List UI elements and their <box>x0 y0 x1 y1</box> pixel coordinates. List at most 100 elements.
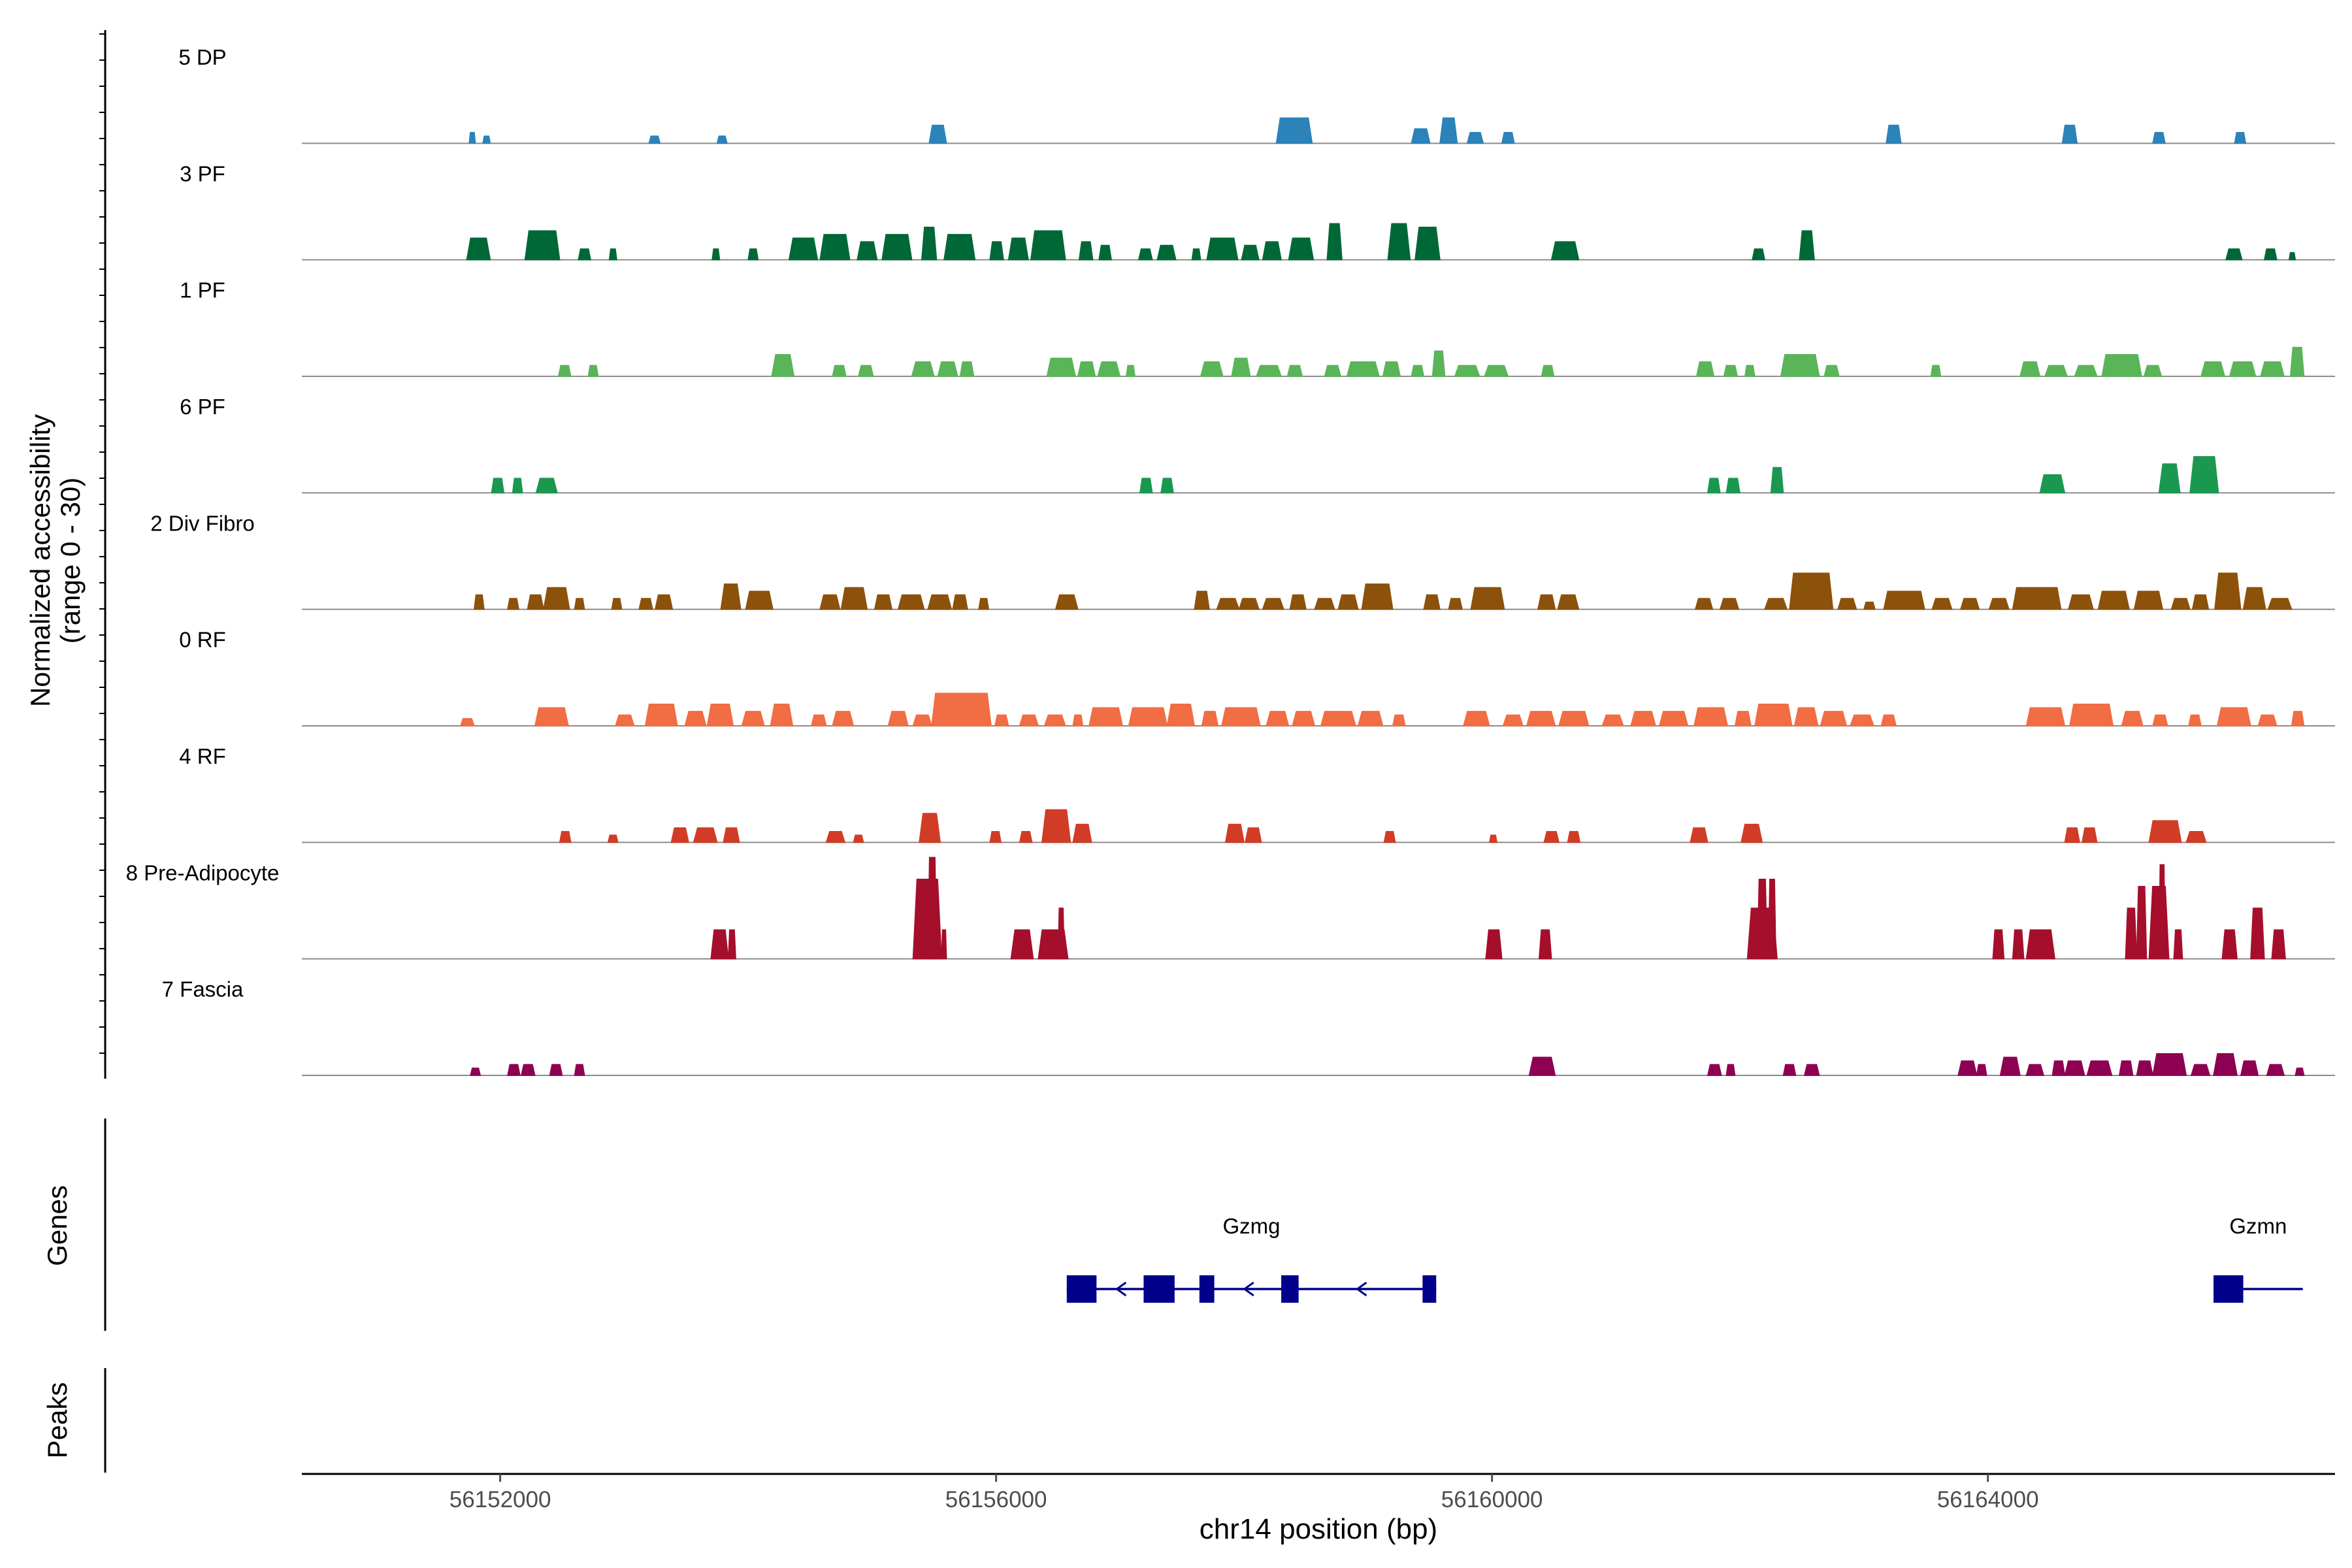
coverage-peak <box>2260 361 2285 377</box>
coverage-peak <box>2263 248 2278 261</box>
exon <box>1199 1275 1215 1303</box>
coverage-peak <box>857 241 878 261</box>
coverage-peak <box>2025 707 2066 727</box>
coverage-peak <box>1010 929 1034 960</box>
x-tick-label: 56160000 <box>1441 1487 1543 1512</box>
coverage-peak <box>482 135 491 144</box>
coverage-peak <box>574 1064 585 1076</box>
coverage-peak <box>2136 886 2148 960</box>
coverage-peak <box>1191 248 1201 261</box>
coverage-peak <box>840 587 868 610</box>
coverage-peak <box>1324 365 1342 377</box>
coverage-peak <box>832 365 847 377</box>
coverage-peak <box>2025 929 2056 960</box>
coverage-peak <box>1999 1056 2021 1076</box>
coverage-peak <box>1041 809 1071 843</box>
coverage-peak <box>994 714 1009 727</box>
coverage-peak <box>1886 124 1902 144</box>
coverage-peak <box>1992 929 2005 960</box>
coverage-peak <box>1383 830 1396 843</box>
coverage-peak <box>1156 244 1177 261</box>
coverage-peak <box>2148 820 2182 843</box>
coverage-peak <box>654 594 674 610</box>
coverage-peak <box>937 361 958 377</box>
coverage-peak <box>1567 830 1581 843</box>
coverage-peak <box>1216 598 1240 610</box>
gene-gzmn: Gzmn <box>2213 1214 2303 1303</box>
coverage-peak <box>1528 1056 1556 1076</box>
y-minor-ticks <box>99 33 105 1054</box>
coverage-peak <box>1694 598 1714 610</box>
track-label: 2 Div Fibro <box>150 511 255 535</box>
coverage-peak <box>1550 241 1580 261</box>
track-3-pf: 3 PF <box>180 161 2335 261</box>
coverage-peak <box>1292 711 1316 727</box>
coverage-peak <box>1768 878 1776 960</box>
strand-arrow <box>1243 1281 1254 1297</box>
coverage-peak <box>1485 929 1503 960</box>
genes-panel-title: Genes <box>42 1185 73 1266</box>
coverage-peak <box>1849 714 1875 727</box>
coverage-peak <box>2288 252 2296 261</box>
coverage-peak <box>921 227 938 261</box>
coverage-peak <box>1054 594 1079 610</box>
coverage-peak <box>1289 594 1307 610</box>
coverage-peak <box>2044 365 2068 377</box>
coverage-peak <box>2125 907 2138 960</box>
coverage-peak <box>2068 594 2094 610</box>
coverage-peak <box>832 711 855 727</box>
coverage-peak <box>1392 714 1406 727</box>
coverage-peak <box>1160 478 1174 494</box>
coverage-peak <box>2189 456 2219 494</box>
coverage-peak <box>952 594 968 610</box>
coverage-peak <box>1314 598 1335 610</box>
coverage-peak <box>2025 1064 2045 1076</box>
gene-name: Gzmn <box>2229 1214 2287 1238</box>
coverage-peak <box>723 827 740 843</box>
coverage-peak <box>1320 711 1356 727</box>
coverage-peak <box>989 241 1004 261</box>
coverage-peak <box>2152 131 2166 144</box>
coverage-peak <box>2213 1053 2238 1076</box>
coverage-peak <box>1707 1064 1722 1076</box>
coverage-peak <box>1046 357 1077 377</box>
peaks-panel-title: Peaks <box>42 1382 73 1459</box>
track-label: 6 PF <box>180 395 225 419</box>
x-tick-label: 56156000 <box>945 1487 1047 1512</box>
coverage-peak <box>2234 131 2247 144</box>
coverage-peak <box>1077 361 1096 377</box>
y-axis-title-line2: (range 0 - 30) <box>55 478 86 644</box>
coverage-peak <box>2136 1060 2153 1076</box>
coverage-peak <box>912 714 932 727</box>
coverage-peak <box>1238 598 1260 610</box>
coverage-peak <box>2064 1060 2085 1076</box>
coverage-peak <box>693 827 718 843</box>
coverage-peak <box>2188 714 2202 727</box>
coverage-peak <box>466 237 491 261</box>
coverage-peak <box>978 598 990 610</box>
coverage-peak <box>1752 248 1766 261</box>
coverage-peak <box>727 929 736 960</box>
coverage-peak <box>911 361 935 377</box>
coverage-peak <box>1537 594 1556 610</box>
coverage-peak <box>747 248 759 261</box>
coverage-peak <box>1431 350 1446 377</box>
coverage-peak <box>1863 601 1876 610</box>
coverage-peak <box>2221 929 2238 960</box>
coverage-peak <box>989 830 1002 843</box>
coverage-peak <box>1976 1064 1987 1076</box>
coverage-peak <box>881 234 913 261</box>
coverage-peak <box>1201 711 1219 727</box>
x-axis-title: chr14 position (bp) <box>1200 1513 1437 1545</box>
x-tick-label: 56152000 <box>449 1487 551 1512</box>
x-tick-label: 56164000 <box>1937 1487 2039 1512</box>
coverage-peak <box>1043 714 1066 727</box>
coverage-peak <box>1880 714 1897 727</box>
gene-name: Gzmg <box>1223 1214 1281 1238</box>
coverage-peak <box>507 598 519 610</box>
coverage-peak <box>534 707 569 727</box>
coverage-peak <box>941 929 947 960</box>
coverage-peak <box>1823 365 1840 377</box>
coverage-peak <box>2242 587 2266 610</box>
coverage-peak <box>858 365 874 377</box>
